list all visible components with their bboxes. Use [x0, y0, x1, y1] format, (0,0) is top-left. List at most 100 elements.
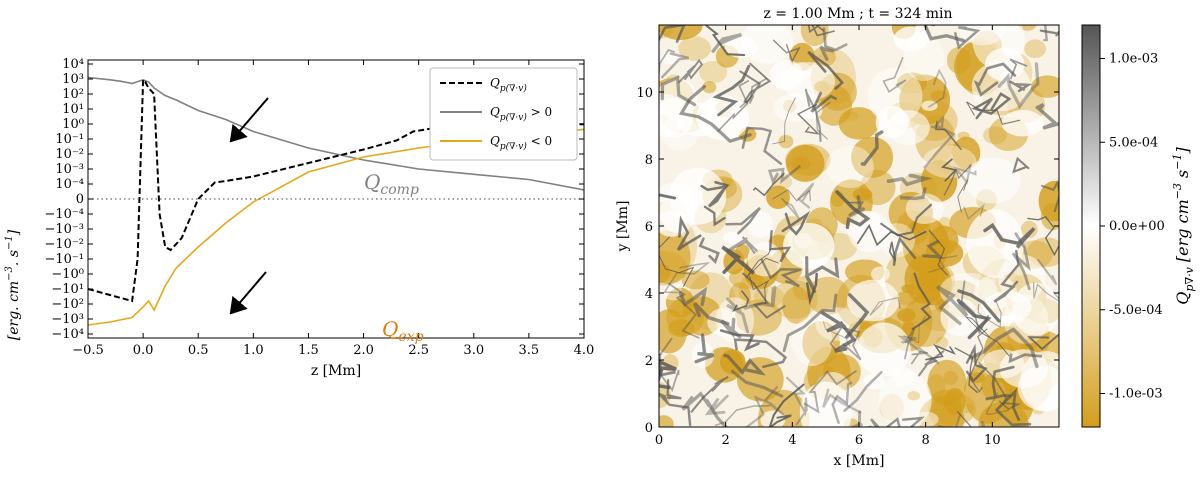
heatmap-lane [678, 286, 708, 308]
heatmap-lane [719, 329, 760, 352]
heatmap-blob [678, 36, 711, 61]
heatmap-cell [863, 373, 886, 390]
heatmap-lane [1027, 216, 1059, 257]
heatmap-panel: z = 1.00 Mm ; t = 324 min 0 2 4 6 8 10 0 2 4 6 8 10… [615, 6, 1196, 469]
left-x-tick-label: 1.5 [298, 343, 319, 358]
heatmap-lane [805, 272, 818, 305]
left-y-tick-label: 10⁻² [55, 147, 84, 162]
heatmap-lane [703, 205, 726, 227]
heatmap-y-tick-label: 2 [645, 354, 653, 369]
heatmap-cell [921, 100, 938, 111]
heatmap-lane [772, 189, 811, 202]
legend: Qp(∇·v) Qp(∇·v) > 0 Qp(∇·v) < 0 [429, 67, 578, 161]
heatmap-lane [721, 245, 755, 275]
heatmap-lane [925, 343, 956, 361]
heatmap-lane [659, 48, 675, 80]
left-y-tick-label: 10⁴ [62, 57, 84, 72]
left-x-tick-label: 0.5 [188, 343, 209, 358]
heatmap-lane [911, 272, 932, 331]
heatmap-cell [875, 105, 909, 139]
heatmap-blob [802, 321, 840, 366]
heatmap-blob [800, 25, 829, 47]
heatmap-blob [920, 160, 958, 202]
heatmap-lane [1037, 259, 1058, 286]
series-positive-line [88, 76, 584, 191]
line-chart-panel: −0.5 0.0 0.5 1.0 1.5 2.0 2.5 3.0 3.5 4.0 10⁴10³10²… [4, 57, 594, 379]
heatmap-lane [705, 25, 746, 57]
heatmap-lane [772, 97, 796, 145]
heatmap-lane [712, 64, 751, 117]
heatmap-lane [886, 173, 933, 187]
heatmap-lane [870, 416, 925, 427]
left-x-tick-label: 3.5 [519, 343, 540, 358]
heatmap-lane [711, 32, 743, 53]
heatmap-lane [730, 369, 784, 398]
heatmap-lane [848, 195, 865, 218]
heatmap-lane [903, 315, 926, 344]
left-y-tick-label: −10⁻² [44, 237, 84, 252]
heatmap-x-tick-label: 6 [855, 433, 863, 448]
colorbar-tick-label: -5.0e-04 [1109, 303, 1163, 318]
heatmap-lane [1032, 282, 1059, 302]
heatmap-lane [772, 39, 801, 63]
heatmap-lane [822, 321, 851, 347]
heatmap-title: z = 1.00 Mm ; t = 324 min [763, 6, 952, 22]
heatmap-blob [1020, 220, 1038, 239]
heatmap-lane [1039, 29, 1059, 37]
heatmap-lane [936, 285, 969, 326]
heatmap-cell [867, 67, 923, 125]
heatmap-cell [696, 95, 750, 141]
heatmap-x-tick-label: 2 [722, 433, 730, 448]
heatmap-blob [790, 156, 811, 171]
heatmap-lane [985, 365, 1015, 401]
heatmap-lane [923, 114, 956, 169]
heatmap-lane [804, 255, 840, 294]
heatmap-lane [983, 222, 1036, 249]
heatmap-lane [835, 190, 871, 229]
left-x-tick-label: 2.5 [408, 343, 429, 358]
heatmap-lane [768, 229, 792, 263]
heatmap-lane [994, 387, 1032, 427]
heatmap-x-tick-label: 0 [655, 433, 663, 448]
heatmap-lane [807, 50, 844, 90]
heatmap-lane [937, 413, 962, 427]
heatmap-lane [940, 158, 958, 182]
heatmap-lane [952, 164, 977, 185]
heatmap-y-tick-label: 6 [645, 220, 653, 235]
heatmap-blob [681, 270, 710, 290]
heatmap-cell [878, 370, 932, 427]
heatmap-lane [985, 392, 1010, 416]
heatmap-cell [964, 157, 1021, 204]
heatmap-y-tick-label: 8 [645, 153, 653, 168]
heatmap-lane [659, 337, 680, 392]
heatmap-x-axis-label: x [Mm] [834, 453, 885, 469]
heatmap-lane [660, 75, 697, 107]
left-y-tick-label: 10³ [62, 72, 84, 87]
heatmap-lane [739, 62, 772, 104]
heatmap-lane [786, 376, 808, 426]
heatmap-cell [974, 274, 1017, 309]
heatmap-cell [893, 26, 929, 52]
heatmap-blob [699, 60, 728, 84]
heatmap-blob [935, 336, 949, 350]
heatmap-lane [845, 293, 870, 339]
left-y-tick-label: −10⁰ [51, 267, 84, 282]
heatmap-lane [956, 298, 992, 340]
heatmap-cell [870, 266, 890, 282]
heatmap-blob [902, 321, 916, 337]
heatmap-lane [1043, 25, 1049, 42]
heatmap-lane [681, 391, 728, 427]
left-y-axis-label: [erg. cm−3. s−1] [4, 229, 22, 340]
heatmap-x-tick-label: 8 [922, 433, 930, 448]
heatmap-blob [902, 216, 950, 275]
heatmap-lane [918, 350, 945, 377]
heatmap-lane [810, 91, 837, 113]
heatmap-lane [781, 210, 811, 236]
heatmap-lane [767, 165, 801, 186]
left-y-tick-label: 10⁻³ [55, 162, 84, 177]
heatmap-lane [928, 255, 958, 273]
heatmap-lane [720, 317, 742, 339]
left-y-tick-label: −10² [51, 297, 84, 312]
heatmap-lane [804, 88, 822, 143]
colorbar-tick-label: 1.0e-03 [1109, 52, 1158, 67]
